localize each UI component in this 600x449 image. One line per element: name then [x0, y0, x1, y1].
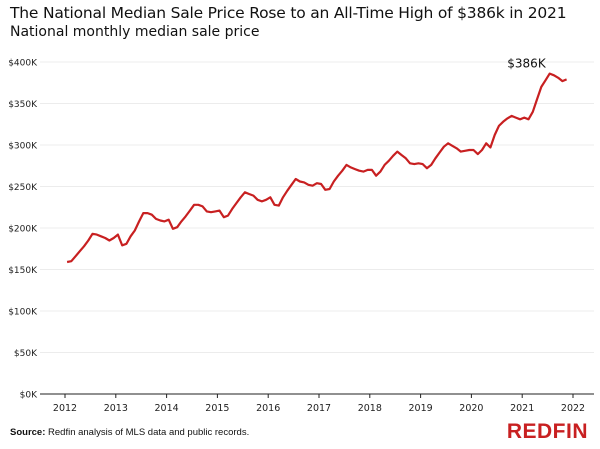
x-tick-label: 2014	[155, 403, 179, 414]
y-tick-label: $0K	[20, 391, 38, 401]
y-tick-label: $50K	[14, 349, 38, 359]
peak-annotation: $386K	[507, 57, 547, 71]
source-label: Source:	[10, 427, 46, 438]
x-tick-label: 2022	[561, 403, 585, 414]
x-tick-label: 2020	[459, 403, 483, 414]
x-tick-label: 2018	[358, 403, 382, 414]
y-tick-label: $250K	[8, 183, 38, 193]
x-tick-label: 2017	[307, 403, 331, 414]
x-tick-label: 2016	[256, 403, 280, 414]
y-tick-label: $300K	[8, 142, 38, 152]
x-tick-label: 2021	[510, 403, 534, 414]
y-tick-label: $100K	[8, 308, 38, 318]
y-tick-label: $200K	[8, 225, 38, 235]
line-chart: $0K $50K $100K $150K $200K $250K $300K $350K $40…	[8, 57, 594, 414]
y-tick-label: $350K	[8, 100, 38, 110]
chart-subtitle: National monthly median sale price	[10, 24, 260, 40]
series-line	[66, 72, 568, 264]
source-text: Redfin analysis of MLS data and public r…	[48, 427, 250, 438]
redfin-logo: REDFIN	[506, 420, 588, 443]
y-tick-label: $150K	[8, 266, 38, 276]
source-note: Source: Redfin analysis of MLS data and …	[10, 427, 249, 438]
chart-title: The National Median Sale Price Rose to a…	[10, 4, 567, 22]
y-tick-label: $400K	[8, 59, 38, 69]
x-tick-label: 2015	[205, 403, 229, 414]
x-tick-label: 2012	[53, 403, 77, 414]
x-tick-label: 2019	[409, 403, 433, 414]
x-tick-label: 2013	[104, 403, 128, 414]
